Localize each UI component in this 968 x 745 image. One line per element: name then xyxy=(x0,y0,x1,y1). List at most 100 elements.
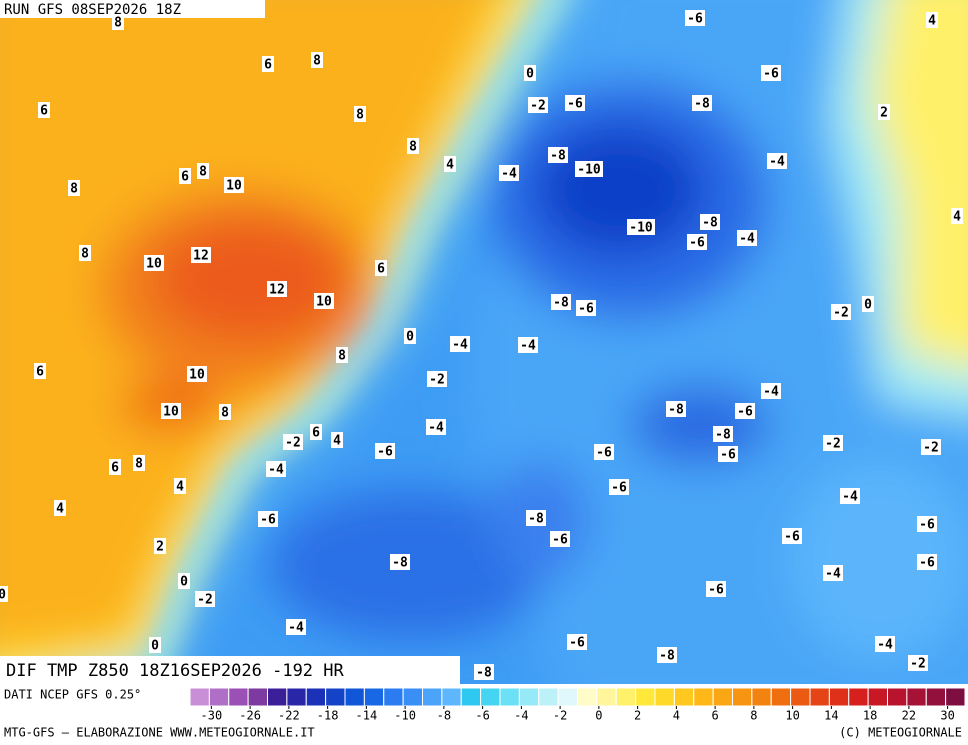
colorbar-tick-label: -2 xyxy=(553,709,567,723)
contour-label-box xyxy=(144,255,164,271)
run-label: RUN GFS 08SEP2026 18Z xyxy=(4,2,181,18)
header-box xyxy=(0,0,265,18)
contour-label: 6 xyxy=(377,262,385,277)
contour-label: -2 xyxy=(429,373,445,388)
colorbar-swatch xyxy=(673,687,695,707)
contour-label: -8 xyxy=(694,97,710,112)
contour-label: -8 xyxy=(528,512,544,527)
contour-label-box xyxy=(685,10,705,26)
contour-label-box xyxy=(427,371,447,387)
contour-label-box xyxy=(917,516,937,532)
colorbar-swatch xyxy=(305,687,327,707)
contour-label-box xyxy=(262,56,274,72)
contour-label: 6 xyxy=(264,58,272,73)
contour-label: 8 xyxy=(70,182,78,197)
contour-label-box xyxy=(761,383,781,399)
contour-label-box xyxy=(594,444,614,460)
contour-label: 0 xyxy=(180,575,188,590)
colorbar-swatch xyxy=(267,687,288,707)
contour-label-box xyxy=(737,230,757,246)
contour-label: 12 xyxy=(269,283,285,298)
contour-label: 6 xyxy=(36,365,44,380)
colorbar-swatch xyxy=(344,687,365,707)
contour-label-box xyxy=(706,581,726,597)
contour-label: -6 xyxy=(720,448,736,463)
contour-label: -10 xyxy=(577,163,601,178)
contour-label: -6 xyxy=(763,67,779,82)
contour-label: -4 xyxy=(763,385,779,400)
contour-label: 0 xyxy=(151,639,159,654)
colorbar-swatch xyxy=(557,687,578,707)
contour-label-box xyxy=(576,300,596,316)
contour-label-box xyxy=(375,260,387,276)
contour-label: 8 xyxy=(313,54,321,69)
contour-label-box xyxy=(311,52,323,68)
contour-label-box xyxy=(550,531,570,547)
colorbar-swatch xyxy=(189,687,210,707)
contour-label-box xyxy=(79,245,91,261)
footer-left: MTG-GFS — ELABORAZIONE WWW.METEOGIORNALE… xyxy=(4,726,315,740)
contour-label: 6 xyxy=(312,426,320,441)
contour-label-box xyxy=(926,12,938,28)
colorbar-tick-label: 4 xyxy=(673,709,680,723)
contour-label: -6 xyxy=(552,533,568,548)
contour-label-box xyxy=(286,619,306,635)
contour-label-box xyxy=(0,586,8,602)
contour-label: 8 xyxy=(114,16,122,31)
contour-label-box xyxy=(575,161,603,177)
contour-label: -6 xyxy=(919,518,935,533)
title-box xyxy=(0,656,460,684)
contour-label: 6 xyxy=(40,104,48,119)
contour-label: 10 xyxy=(189,368,205,383)
contour-label-box xyxy=(219,404,231,420)
colorbar-tick-label: -10 xyxy=(394,709,416,723)
contour-label-box xyxy=(878,104,890,120)
colorbar-swatch xyxy=(286,687,307,707)
contour-label-box xyxy=(567,634,587,650)
colorbar-swatch xyxy=(538,687,559,707)
contour-label-box xyxy=(565,95,585,111)
contour-label-box xyxy=(609,479,629,495)
colorbar-swatch xyxy=(518,687,540,707)
contour-label-box xyxy=(840,488,860,504)
colorbar-swatch xyxy=(402,687,423,707)
contour-label-box xyxy=(450,336,470,352)
contour-label-box xyxy=(718,446,738,462)
colorbar-swatch xyxy=(422,687,443,707)
contour-label-box xyxy=(518,337,538,353)
contour-label: -2 xyxy=(910,657,926,672)
contour-label: -4 xyxy=(825,567,841,582)
colorbar-swatch xyxy=(577,687,598,707)
contour-label: 4 xyxy=(928,14,936,29)
contour-label-box xyxy=(627,219,655,235)
colorbar-swatch xyxy=(615,687,637,707)
contour-label-box xyxy=(310,424,322,440)
contour-label-box xyxy=(735,403,755,419)
contour-label: 4 xyxy=(446,158,454,173)
contour-label: 4 xyxy=(176,480,184,495)
colorbar-swatch xyxy=(325,687,346,707)
colorbar-tick-label: -30 xyxy=(201,709,223,723)
contour-label-box xyxy=(499,165,519,181)
contour-label: -6 xyxy=(611,481,627,496)
colorbar-tick-label: -4 xyxy=(514,709,528,723)
contour-label-box xyxy=(187,366,207,382)
contour-label: -6 xyxy=(708,583,724,598)
contour-label: 10 xyxy=(146,257,162,272)
contour-label-box xyxy=(951,208,963,224)
contour-label: -6 xyxy=(578,302,594,317)
colorbar-swatch xyxy=(828,687,850,707)
colorbar-tick-label: 22 xyxy=(902,709,916,723)
contour-label: 8 xyxy=(356,108,364,123)
contour-label: -6 xyxy=(737,405,753,420)
colorbar-tick-label: 8 xyxy=(750,709,757,723)
colorbar-tick-label: -18 xyxy=(317,709,339,723)
contour-label-box xyxy=(314,293,334,309)
colorbar-swatch xyxy=(790,687,811,707)
colorbar-tick-label: 2 xyxy=(634,709,641,723)
contour-label-box xyxy=(404,328,416,344)
contour-label: 8 xyxy=(409,140,417,155)
